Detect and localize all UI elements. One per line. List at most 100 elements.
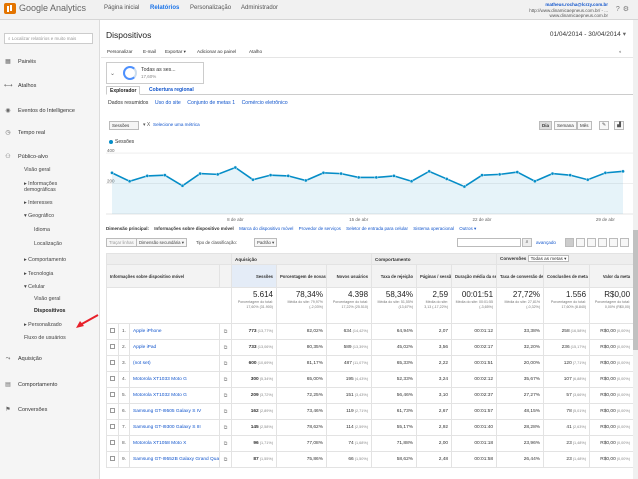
dimension-input-selector[interactable]: Seletor de entrada para celular [346,226,408,231]
sidebar-item-intelligence[interactable]: ◉ Eventos do Intelligence [4,107,75,114]
secondary-dimension-select[interactable]: Dimensão secundária ▾ [136,238,187,247]
row-device-link[interactable]: Motorola XT1058 Moto X [129,435,220,452]
shortcut-button[interactable]: Atalho [249,49,263,54]
table-row[interactable]: 9. Samsung GT-I9552B Galaxy Grand Quattro… [106,451,635,468]
external-link-icon[interactable]: ⧉ [219,339,232,356]
report-search-input[interactable]: ⌕ Localizar relatórios e muito mais [4,33,93,44]
subtab-site-usage[interactable]: Uso do site [154,100,181,106]
nav-admin[interactable]: Administrador [241,5,279,11]
table-row[interactable]: 6. Samsung GT-I9505 Galaxy S IV ⧉ 162(2,89%… [106,403,635,420]
table-row[interactable]: 2. Apple iPad ⧉ 733(13,06%) 80,35% 589(13,39%… [106,339,635,356]
sidebar-sub-geo[interactable]: ▾ Geográfico [24,213,55,219]
sort-type-select[interactable]: Padrão ▾ [254,238,278,247]
plot-rows-button[interactable]: Traçar linhas [106,238,137,247]
column-sessions[interactable]: Sessões [231,264,277,288]
performance-view-icon[interactable] [587,238,596,247]
date-range-picker[interactable]: 01/04/2014 - 30/04/2014 ▾ [548,29,628,39]
email-button[interactable]: E-mail [143,49,157,54]
row-device-link[interactable]: Samsung GT-I9505 Galaxy S IV [129,403,220,420]
dimension-others[interactable]: Outros ▾ [459,226,477,231]
table-row[interactable]: 8. Motorola XT1058 Moto X ⧉ 96(1,71%) 77,08%… [106,435,635,452]
table-row[interactable]: 1. Apple iPhone ⧉ 773(13,77%) 82,02% 634(14,4… [106,323,635,340]
pie-view-icon[interactable] [576,238,585,247]
dimension-os[interactable]: Sistema operacional [413,226,455,231]
external-link-icon[interactable]: ⧉ [219,355,232,372]
sidebar-item-dashboards[interactable]: ▦ Painéis [4,58,36,65]
row-checkbox[interactable] [110,424,115,429]
nav-reports[interactable]: Relatórios [150,5,180,11]
nav-home[interactable]: Página inicial [104,5,140,11]
granularity-month[interactable]: Mês [577,121,592,130]
term-cloud-icon[interactable] [609,238,618,247]
column-avg-duration[interactable]: Duração média da sessão [451,264,498,288]
column-pct-new-sessions[interactable]: Porcentagem de novas sessões [276,264,327,288]
row-device-link[interactable]: Motorola XT1033 Moto G [129,371,220,388]
sidebar-sub-user-flow[interactable]: Fluxo de usuários [24,335,66,341]
table-view-icon[interactable] [565,238,574,247]
sidebar-sub-demographics[interactable]: ▸ Informações demográficas [24,181,58,193]
nav-customization[interactable]: Personalização [190,5,232,11]
sidebar-item-behavior[interactable]: ▤ Comportamento [4,381,57,388]
sidebar-item-audience[interactable]: ⚇ Público-alvo [4,153,48,160]
search-icon[interactable]: ⌕ [522,238,532,247]
tab-map-overlay[interactable]: Cobertura regional [149,87,194,93]
row-checkbox[interactable] [110,376,115,381]
column-pages-per-session[interactable]: Páginas / sessão [416,264,453,288]
table-row[interactable]: 4. Motorola XT1033 Moto G ⧉ 300(5,34%) 65,00… [106,371,635,388]
row-device-link[interactable]: (not set) [129,355,220,372]
dimension-device-info[interactable]: Informações sobre dispositivo móvel [154,226,234,231]
row-device-link[interactable]: Apple iPhone [129,323,220,340]
row-device-link[interactable]: Samsung GT-I9300 Galaxy S III [129,419,220,436]
sidebar-sub-technology[interactable]: ▸ Tecnologia [24,271,54,277]
dimension-brand[interactable]: Marca do dispositivo móvel [239,226,294,231]
sidebar-sub-language[interactable]: Idioma [34,227,50,233]
external-link-icon[interactable]: ⧉ [219,387,232,404]
sidebar-item-shortcuts[interactable]: ⟷ Atalhos [4,82,36,89]
sidebar-item-realtime[interactable]: ◷ Tempo real [4,129,45,136]
dimension-provider[interactable]: Provedor de serviços [298,226,341,231]
external-link-icon[interactable]: ⧉ [219,435,232,452]
external-link-icon[interactable]: ⧉ [219,323,232,340]
pivot-view-icon[interactable] [620,238,629,247]
sidebar-item-acquisition[interactable]: ⤳ Aquisição [4,356,42,363]
export-button[interactable]: Exportar ▾ [165,49,186,54]
sidebar-sub-devices[interactable]: Dispositivos [34,308,66,314]
external-link-icon[interactable]: ⧉ [219,371,232,388]
sidebar-sub-overview[interactable]: Visão geral [24,167,51,173]
row-checkbox[interactable] [110,456,115,461]
sidebar-sub-mobile-overview[interactable]: Visão geral [34,296,61,302]
row-checkbox[interactable] [110,392,115,397]
scrollbar[interactable] [633,20,638,479]
sidebar-item-conversions[interactable]: ⚑ Conversões [4,406,47,413]
table-row[interactable]: 5. Motorola XT1032 Moto G ⧉ 209(3,72%) 72,25… [106,387,635,404]
segment-picker[interactable]: ⌄ Todas as ses... 17,60% [106,62,204,84]
sidebar-sub-interests[interactable]: ▸ Interesses [24,200,53,206]
customize-button[interactable]: Personalizar [107,49,133,54]
row-checkbox[interactable] [110,344,115,349]
sidebar-sub-mobile[interactable]: ▾ Celular [24,284,45,290]
sidebar-sub-behavior[interactable]: ▸ Comportamento [24,257,67,263]
gear-icon[interactable]: ⚙ [622,6,632,13]
external-link-icon[interactable]: ⧉ [219,419,232,436]
column-new-users[interactable]: Novos usuários [325,264,373,288]
subtab-summary[interactable]: Dados resumidos [108,100,149,106]
product-logo[interactable]: Google Analytics [4,3,86,15]
column-bounce-rate[interactable]: Taxa de rejeição [371,264,418,288]
tab-explorer[interactable]: Explorador [106,86,141,95]
table-row[interactable]: 7. Samsung GT-I9300 Galaxy S III ⧉ 145(2,58… [106,419,635,436]
row-device-link[interactable]: Apple iPad [129,339,220,356]
subtab-ecommerce[interactable]: Comércio eletrônico [241,100,288,106]
column-goal-completions[interactable]: Conclusões de meta [543,264,591,288]
row-device-link[interactable]: Samsung GT-I9552B Galaxy Grand Quattro [129,451,220,468]
chart-type-icon[interactable]: ▟ [614,121,624,130]
scrollbar-thumb[interactable] [633,230,638,350]
info-icon[interactable]: ◐ [619,49,622,54]
goal-select[interactable]: Todas as metas ▾ [527,255,570,262]
granularity-week[interactable]: Semana [554,121,577,130]
column-goal-value[interactable]: Valor da meta [589,264,635,288]
sidebar-sub-location[interactable]: Localização [34,241,62,247]
row-device-link[interactable]: Motorola XT1032 Moto G [129,387,220,404]
row-checkbox[interactable] [110,360,115,365]
row-checkbox[interactable] [110,408,115,413]
select-metric-link[interactable]: Selecione uma métrica [153,122,200,127]
